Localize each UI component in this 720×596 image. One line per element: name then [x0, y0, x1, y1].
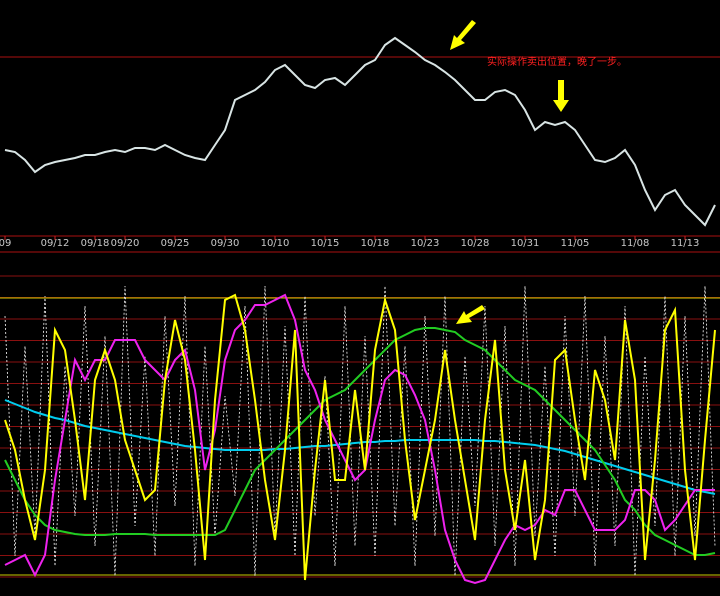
arrow [553, 80, 569, 112]
series-line [4, 293, 715, 585]
x-tick-label: 10/18 [361, 238, 390, 249]
x-tick-label: 09/25 [161, 238, 190, 249]
x-tick-label: 10/28 [461, 238, 490, 249]
series-line [4, 293, 716, 581]
x-tick-label: 10/15 [311, 238, 340, 249]
x-tick-label: 09/12 [41, 238, 70, 249]
x-tick-label: 10/31 [511, 238, 540, 249]
series-line [4, 327, 716, 556]
series-line [4, 285, 716, 577]
x-tick-label: 10/23 [411, 238, 440, 249]
x-tick-label: 11/08 [621, 238, 650, 249]
series-line [4, 36, 716, 227]
annotation: 实际操作卖出位置，晚了一步。 [487, 55, 627, 68]
x-tick-label: 11/13 [671, 238, 700, 249]
x-tick-label: 09 [0, 238, 11, 249]
x-tick-label: 09/18 [81, 238, 110, 249]
arrow [450, 20, 476, 50]
x-tick-label: 10/10 [261, 238, 290, 249]
x-tick-label: 11/05 [561, 238, 590, 249]
arrow [456, 305, 485, 324]
x-tick-label: 09/20 [111, 238, 140, 249]
x-tick-label: 09/30 [211, 238, 240, 249]
